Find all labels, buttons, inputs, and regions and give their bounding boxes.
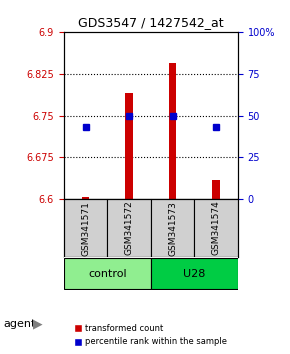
FancyBboxPatch shape bbox=[64, 258, 151, 289]
Text: control: control bbox=[88, 269, 127, 279]
Title: GDS3547 / 1427542_at: GDS3547 / 1427542_at bbox=[78, 16, 224, 29]
FancyBboxPatch shape bbox=[107, 199, 151, 257]
FancyBboxPatch shape bbox=[194, 199, 238, 257]
Text: ▶: ▶ bbox=[33, 318, 43, 330]
Bar bbox=[212, 180, 220, 199]
Text: U28: U28 bbox=[183, 269, 206, 279]
Text: GSM341573: GSM341573 bbox=[168, 201, 177, 256]
Text: GSM341572: GSM341572 bbox=[124, 201, 134, 256]
Bar bbox=[125, 93, 133, 199]
FancyBboxPatch shape bbox=[151, 258, 238, 289]
Legend: transformed count, percentile rank within the sample: transformed count, percentile rank withi… bbox=[71, 321, 230, 350]
Text: agent: agent bbox=[3, 319, 35, 329]
Text: GSM341574: GSM341574 bbox=[211, 201, 221, 256]
Text: GSM341571: GSM341571 bbox=[81, 201, 90, 256]
FancyBboxPatch shape bbox=[64, 199, 107, 257]
FancyBboxPatch shape bbox=[151, 199, 194, 257]
Bar bbox=[82, 196, 89, 199]
Bar bbox=[168, 63, 176, 199]
